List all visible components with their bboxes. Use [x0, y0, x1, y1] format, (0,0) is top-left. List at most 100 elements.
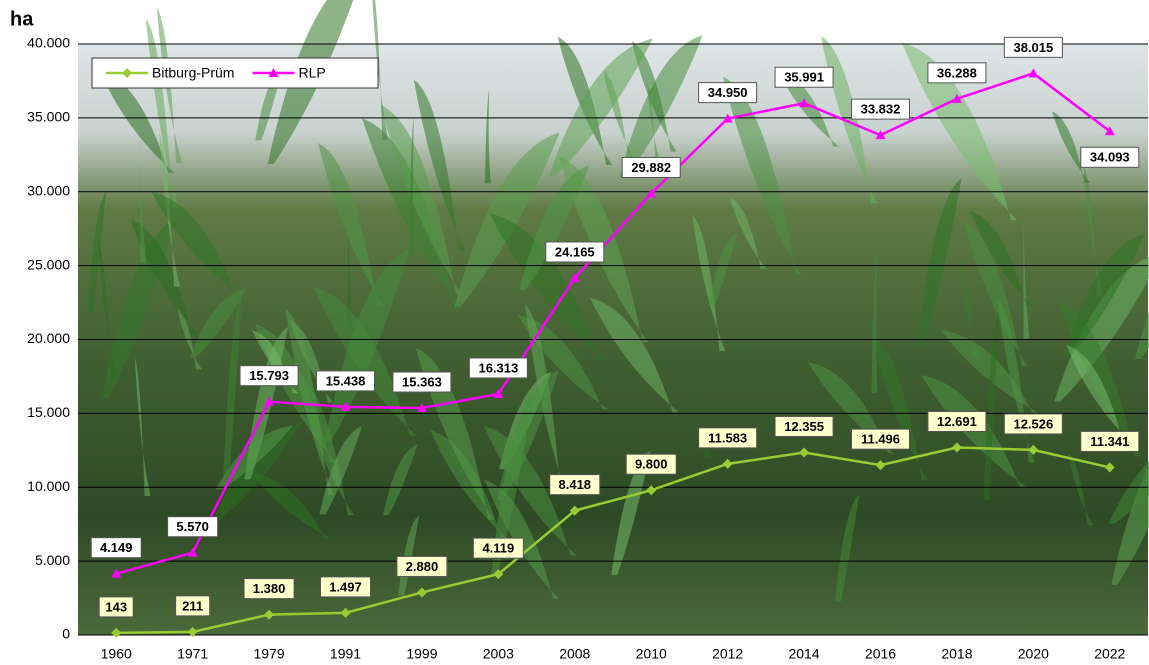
- value-label-text: 9.800: [635, 457, 668, 472]
- value-label: 15.363: [392, 371, 452, 393]
- data-point: [264, 396, 275, 406]
- value-label-text: 12.691: [937, 414, 977, 429]
- value-label-text: 12.355: [784, 419, 824, 434]
- x-tick-label: 1971: [177, 646, 208, 662]
- leaf: [631, 41, 677, 152]
- value-label: 11.583: [698, 427, 758, 449]
- leaf: [319, 426, 362, 515]
- leaf: [222, 292, 243, 488]
- value-label-box: [175, 595, 211, 617]
- y-tick-label: 35.000: [27, 109, 70, 125]
- value-label: 15.793: [239, 365, 299, 387]
- leaf: [1134, 311, 1149, 360]
- value-label-box: [468, 357, 528, 379]
- value-label-text: 1.380: [253, 581, 286, 596]
- x-tick-label: 2010: [636, 646, 667, 662]
- value-label-text: 11.583: [708, 430, 747, 445]
- leaf: [901, 42, 1018, 221]
- leaf: [647, 83, 662, 166]
- value-label-text: 2.880: [406, 559, 439, 574]
- leaf: [777, 69, 840, 147]
- value-label-text: 38.015: [1013, 40, 1053, 55]
- value-label-box: [167, 516, 219, 538]
- value-label-text: 35.991: [784, 70, 824, 85]
- value-label: 12.526: [1003, 413, 1063, 435]
- leaf: [1083, 166, 1104, 296]
- data-point: [111, 568, 122, 578]
- value-label-box: [851, 98, 910, 120]
- leaf: [589, 297, 679, 413]
- leaf: [99, 70, 175, 173]
- data-point: [264, 609, 275, 620]
- value-label-box: [472, 537, 524, 559]
- leaf: [723, 76, 802, 275]
- value-label-text: 29.882: [631, 160, 671, 175]
- leaf: [871, 247, 878, 394]
- value-label: 11.496: [851, 428, 910, 450]
- legend-label: RLP: [298, 65, 325, 81]
- value-label-box: [316, 370, 375, 392]
- data-point: [416, 587, 427, 598]
- data-point: [187, 547, 198, 557]
- value-label: 9.800: [625, 453, 677, 475]
- leaf: [983, 312, 999, 501]
- x-tick-label: 2016: [865, 646, 896, 662]
- value-label: 5.570: [167, 516, 219, 538]
- value-label-box: [1003, 36, 1063, 58]
- value-label-text: 33.832: [861, 102, 901, 117]
- value-label: 29.882: [621, 156, 681, 178]
- value-label: 38.015: [1003, 36, 1063, 58]
- leaf: [251, 473, 331, 539]
- leaf: [820, 35, 878, 204]
- value-label-text: 8.418: [559, 477, 592, 492]
- value-label-text: 4.149: [100, 540, 133, 555]
- leaf: [835, 494, 860, 602]
- leaf: [692, 215, 726, 351]
- y-tick-label: 5.000: [35, 552, 70, 568]
- data-point: [340, 401, 351, 411]
- value-label: 16.313: [468, 357, 528, 379]
- leaf: [380, 105, 462, 295]
- leaf: [959, 259, 979, 357]
- value-label-text: 211: [182, 598, 203, 613]
- value-label: 15.438: [316, 370, 375, 392]
- value-label-box: [698, 82, 758, 104]
- data-point: [493, 388, 504, 398]
- leaf: [87, 190, 107, 313]
- data-point: [875, 460, 886, 471]
- value-label-box: [396, 555, 448, 577]
- value-label-box: [1003, 413, 1063, 435]
- leaf: [708, 232, 738, 306]
- value-label-box: [98, 596, 134, 618]
- data-point: [951, 442, 962, 453]
- x-tick-label: 1960: [101, 646, 132, 662]
- value-label-box: [392, 371, 452, 393]
- data-point: [111, 627, 122, 638]
- leaf: [454, 132, 560, 307]
- leaf: [963, 221, 1028, 366]
- leaf: [1068, 453, 1094, 526]
- value-label-text: 24.165: [555, 244, 595, 259]
- x-tick-label: 2003: [483, 646, 514, 662]
- value-label-text: 143: [105, 599, 127, 614]
- y-tick-label: 25.000: [27, 256, 70, 272]
- y-tick-label: 30.000: [27, 182, 70, 198]
- data-point: [951, 93, 962, 103]
- leaf: [134, 358, 151, 496]
- value-label-box: [927, 410, 987, 432]
- value-label-box: [239, 365, 299, 387]
- data-point: [416, 403, 427, 413]
- value-label: 143: [98, 596, 134, 618]
- data-point: [875, 130, 886, 140]
- leaf: [177, 308, 203, 370]
- leaf: [491, 393, 534, 575]
- leaf: [313, 287, 416, 436]
- value-label: 211: [175, 595, 211, 617]
- value-label: 11.341: [1080, 430, 1140, 452]
- legend-marker: [268, 68, 279, 77]
- value-label-box: [927, 62, 987, 84]
- leaf: [517, 315, 609, 410]
- value-label-text: 11.496: [861, 432, 900, 447]
- x-tick-label: 2012: [712, 646, 743, 662]
